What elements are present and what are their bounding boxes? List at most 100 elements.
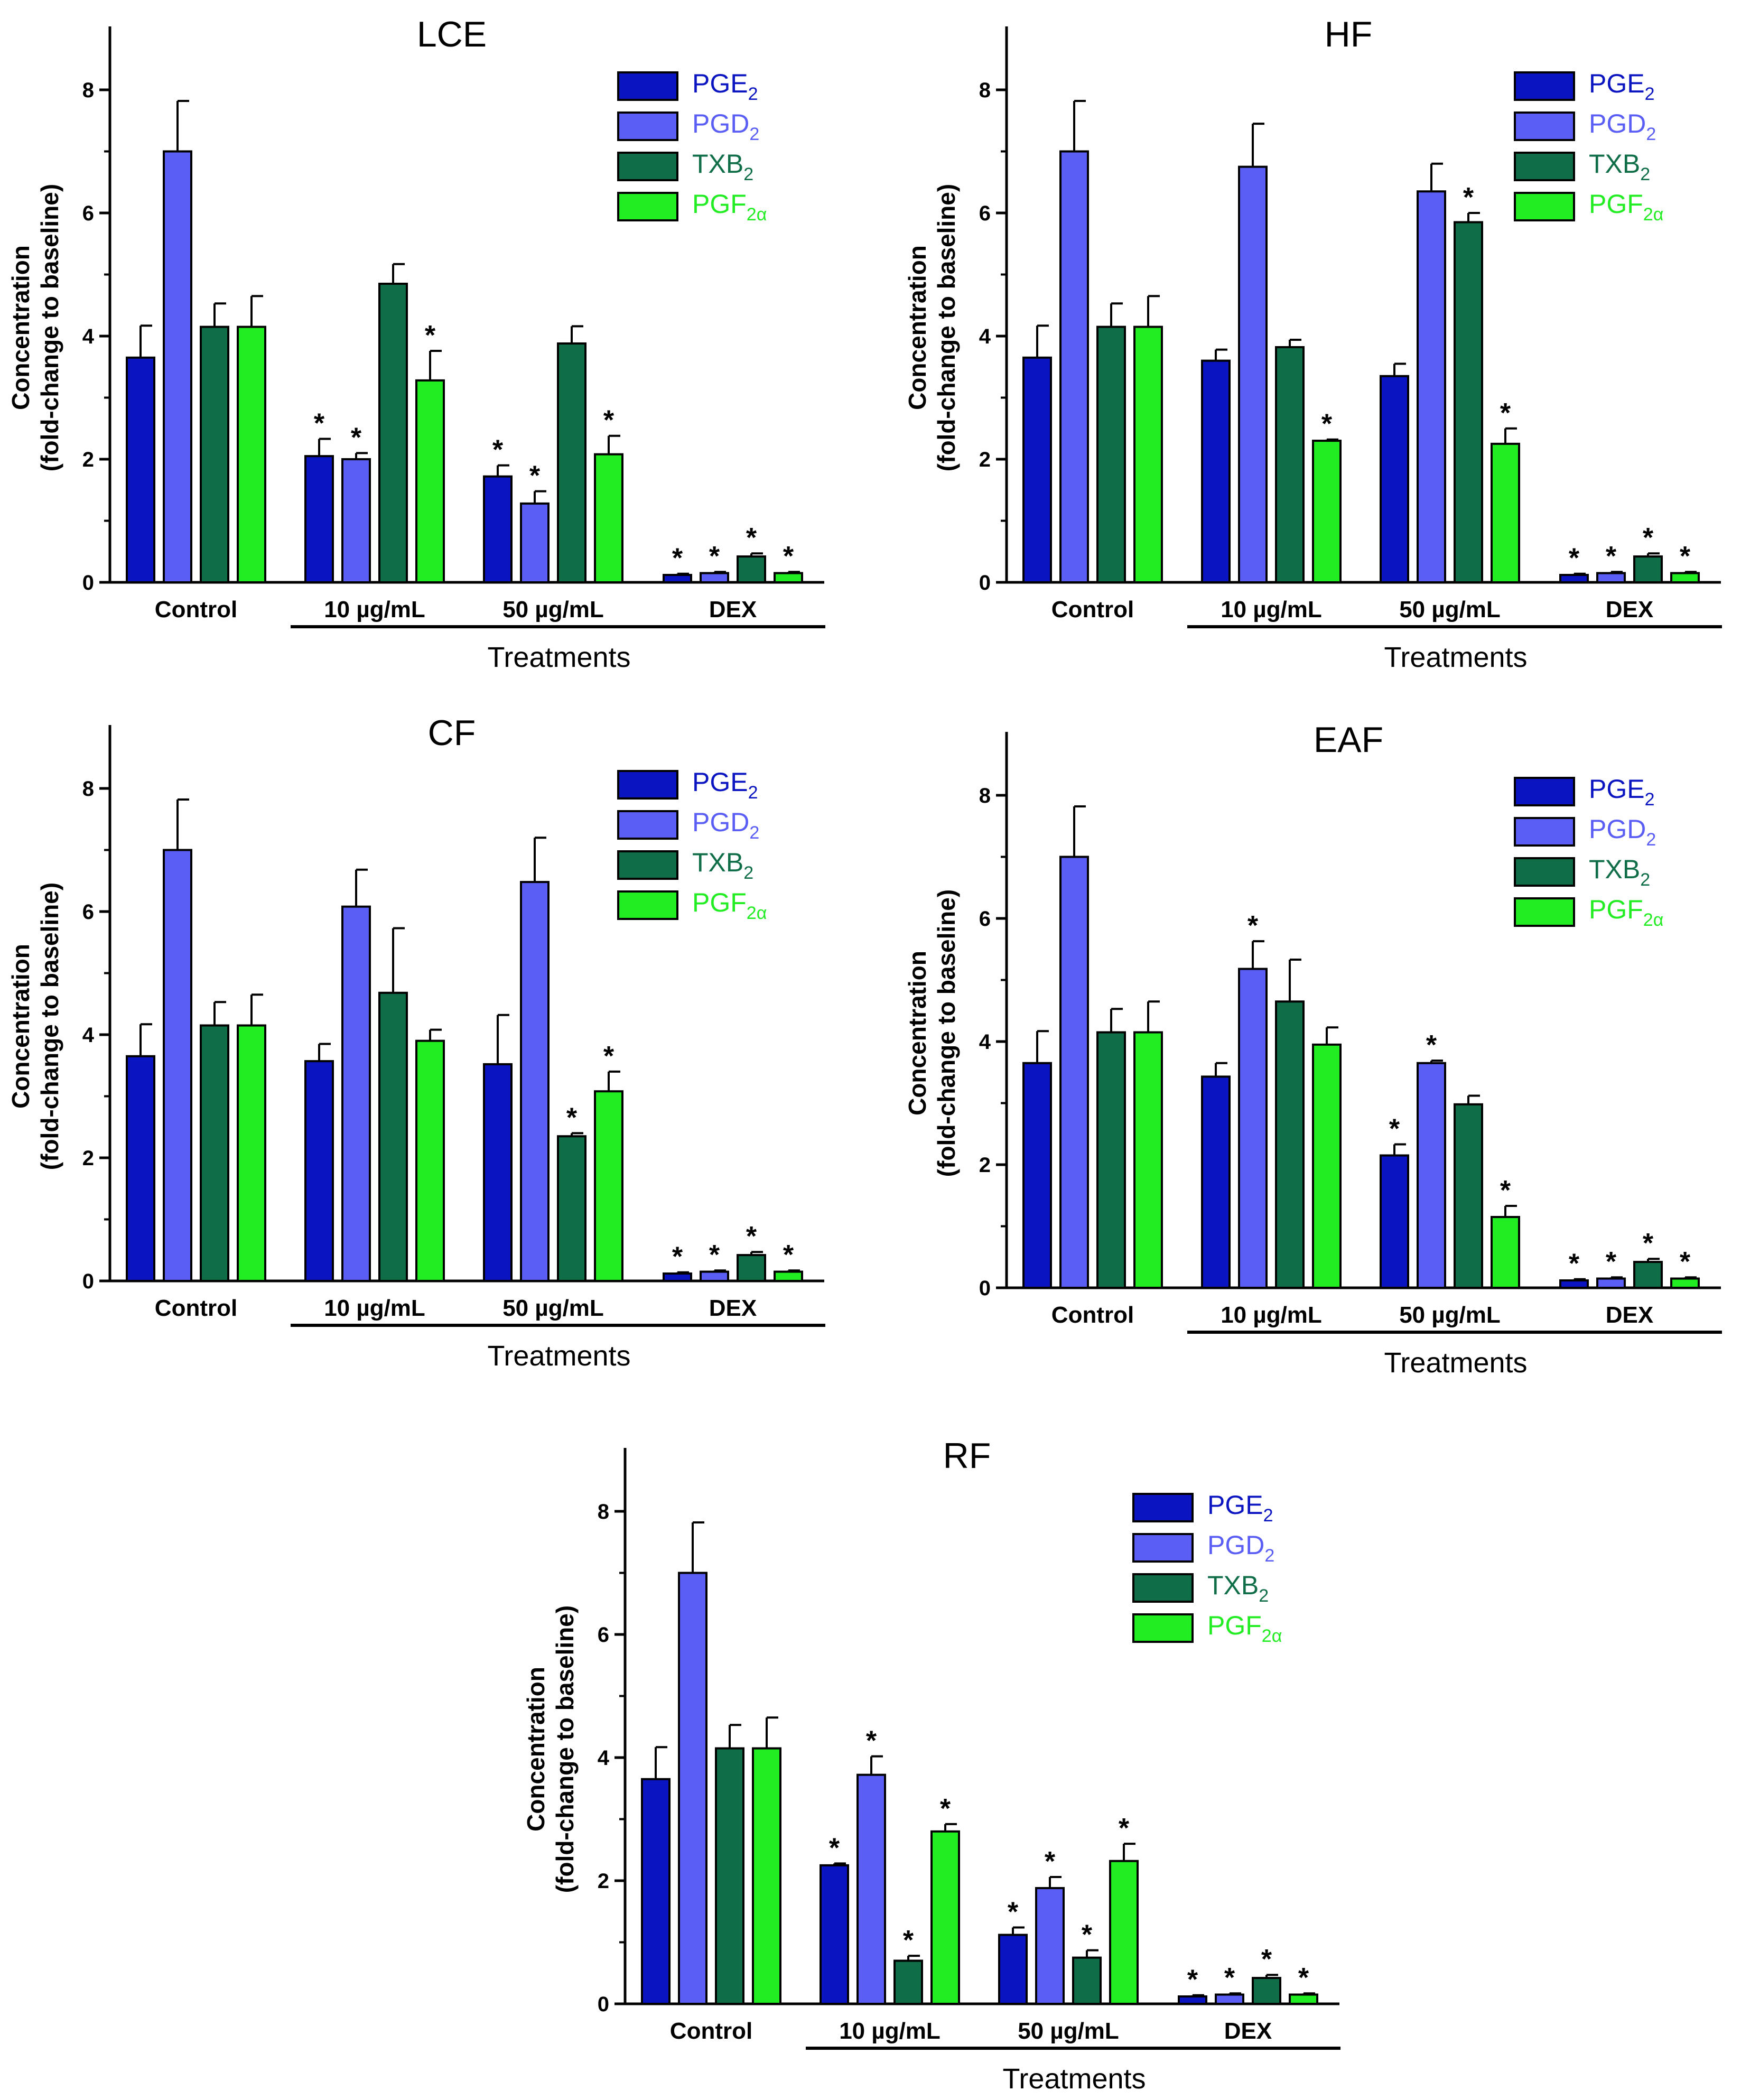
significance-marker: * [903, 1925, 914, 1956]
y-tick-label: 8 [979, 79, 991, 102]
significance-marker: * [566, 1102, 578, 1133]
significance-marker: * [1500, 1175, 1511, 1206]
bar-pgf2a-3 [1670, 572, 1700, 584]
significance-marker: * [1643, 523, 1654, 553]
bar-pge2-1 [1201, 359, 1231, 583]
bar-txb2-1 [1275, 1000, 1305, 1289]
y-tick-label: 8 [598, 1500, 609, 1523]
y-tick-label: 4 [598, 1746, 610, 1770]
bar-pgf2a-2 [1491, 1216, 1520, 1289]
y-axis-label-sub: (fold-change to baseline) [36, 882, 63, 1170]
legend-swatch-pgf2a [617, 890, 678, 920]
bar-pgd2-1 [1238, 165, 1268, 583]
bar-pge2-3 [663, 1272, 692, 1283]
bar-txb2-0 [1096, 1031, 1126, 1289]
x-category-label: DEX [709, 597, 757, 622]
bar-pgf2a-2 [1109, 1860, 1139, 2005]
bar-txb2-3 [737, 1254, 766, 1282]
bar-pgd2-0 [1059, 150, 1089, 583]
y-tick-label: 4 [979, 1030, 991, 1054]
significance-marker: * [672, 543, 683, 574]
significance-marker: * [1224, 1963, 1235, 1993]
legend-label-pgf2a: PGF2α [1589, 895, 1663, 930]
bar-pgd2-0 [163, 849, 192, 1282]
y-axis-label: Concentration [7, 944, 34, 1109]
bar-pgd2-3 [700, 1270, 729, 1283]
x-category-label: DEX [1606, 597, 1653, 622]
bar-pge2-3 [663, 574, 692, 584]
chart-panel-lce: LCE 0 2 4 6 8 Concentration (fold-change to bas… [7, 14, 825, 673]
chart-panel-cf: CF 0 2 4 6 8 Concentration (fold-change to base… [7, 713, 825, 1372]
chart-title-eaf: EAF [1314, 720, 1383, 760]
legend-swatch-pgd2 [1132, 1533, 1194, 1563]
bar-txb2-1 [378, 991, 408, 1282]
significance-marker: * [1643, 1228, 1654, 1259]
y-tick-label: 0 [598, 1993, 609, 2016]
significance-marker: * [492, 435, 504, 466]
legend-swatch-pgd2 [617, 111, 678, 141]
significance-marker: * [351, 422, 362, 453]
chart-title-cf: CF [428, 713, 476, 753]
bar-pgf2a-2 [1491, 442, 1520, 583]
significance-marker: * [746, 1221, 757, 1252]
bar-pgd2-2 [1417, 190, 1446, 584]
legend-swatch-txb2 [1132, 1573, 1194, 1603]
significance-marker: * [603, 405, 615, 436]
bar-pgf2a-1 [415, 1039, 445, 1283]
bar-pgd2-2 [520, 502, 550, 583]
bar-pgd2-1 [856, 1773, 886, 2005]
significance-marker: * [1389, 1114, 1400, 1145]
legend-label-pgd2: PGD2 [692, 109, 759, 144]
legend-swatch-pge2 [617, 71, 678, 101]
significance-marker: * [1569, 543, 1580, 574]
significance-marker: * [1321, 409, 1333, 440]
legend-label-pgf2a: PGF2α [1589, 189, 1663, 225]
significance-marker: * [1680, 1247, 1691, 1277]
bar-pge2-1 [820, 1864, 849, 2005]
legend: PGE2 PGD2 TXB2 PGF2α [617, 69, 767, 225]
bar-txb2-2 [557, 1135, 586, 1282]
bar-txb2-3 [737, 555, 766, 583]
bar-pge2-2 [483, 1063, 513, 1282]
significance-marker: * [1187, 1965, 1198, 1995]
legend-swatch-pgd2 [617, 810, 678, 840]
bar-pgd2-1 [1238, 968, 1268, 1289]
bar-pge2-2 [1380, 375, 1409, 583]
bar-pge2-0 [126, 1055, 155, 1283]
legend-swatch-txb2 [1514, 857, 1575, 887]
x-category-label: Control [1051, 1302, 1134, 1328]
legend-label-pge2: PGE2 [1589, 69, 1655, 104]
y-axis-label-sub: (fold-change to baseline) [933, 889, 960, 1177]
y-tick-label: 0 [82, 571, 94, 594]
significance-marker: * [1500, 398, 1511, 429]
bar-pgd2-3 [1596, 1277, 1626, 1289]
bar-pge2-0 [641, 1778, 671, 2005]
bar-pge2-1 [304, 455, 334, 583]
significance-marker: * [746, 523, 757, 553]
y-tick-label: 2 [598, 1870, 609, 1893]
bar-txb2-0 [715, 1747, 744, 2005]
bar-pge2-1 [1201, 1075, 1231, 1289]
chart-panel-hf: HF 0 2 4 6 8 Concentration (fold-change to base… [904, 14, 1722, 673]
bar-txb2-0 [200, 326, 229, 584]
x-category-label: DEX [1606, 1302, 1653, 1328]
x-category-label: 10 µg/mL [324, 1295, 425, 1321]
legend-label-pgd2: PGD2 [1589, 109, 1656, 144]
y-tick-label: 0 [82, 1270, 94, 1293]
x-category-label: DEX [709, 1295, 757, 1321]
significance-marker: * [1463, 182, 1474, 213]
legend: PGE2 PGD2 TXB2 PGF2α [1514, 774, 1663, 930]
x-axis-label: Treatments [487, 1340, 630, 1372]
y-axis-label: Concentration [904, 245, 931, 410]
legend-label-txb2: TXB2 [692, 149, 753, 184]
bar-pgf2a-0 [1133, 1031, 1163, 1289]
bar-pgd2-1 [341, 905, 371, 1282]
bar-pgf2a-2 [594, 1090, 623, 1282]
significance-marker: * [672, 1242, 683, 1272]
significance-marker: * [829, 1833, 840, 1863]
bar-pge2-0 [1022, 356, 1052, 584]
x-category-label: 50 µg/mL [1399, 1302, 1501, 1328]
y-tick-label: 0 [979, 571, 991, 594]
y-tick-label: 6 [598, 1623, 609, 1647]
